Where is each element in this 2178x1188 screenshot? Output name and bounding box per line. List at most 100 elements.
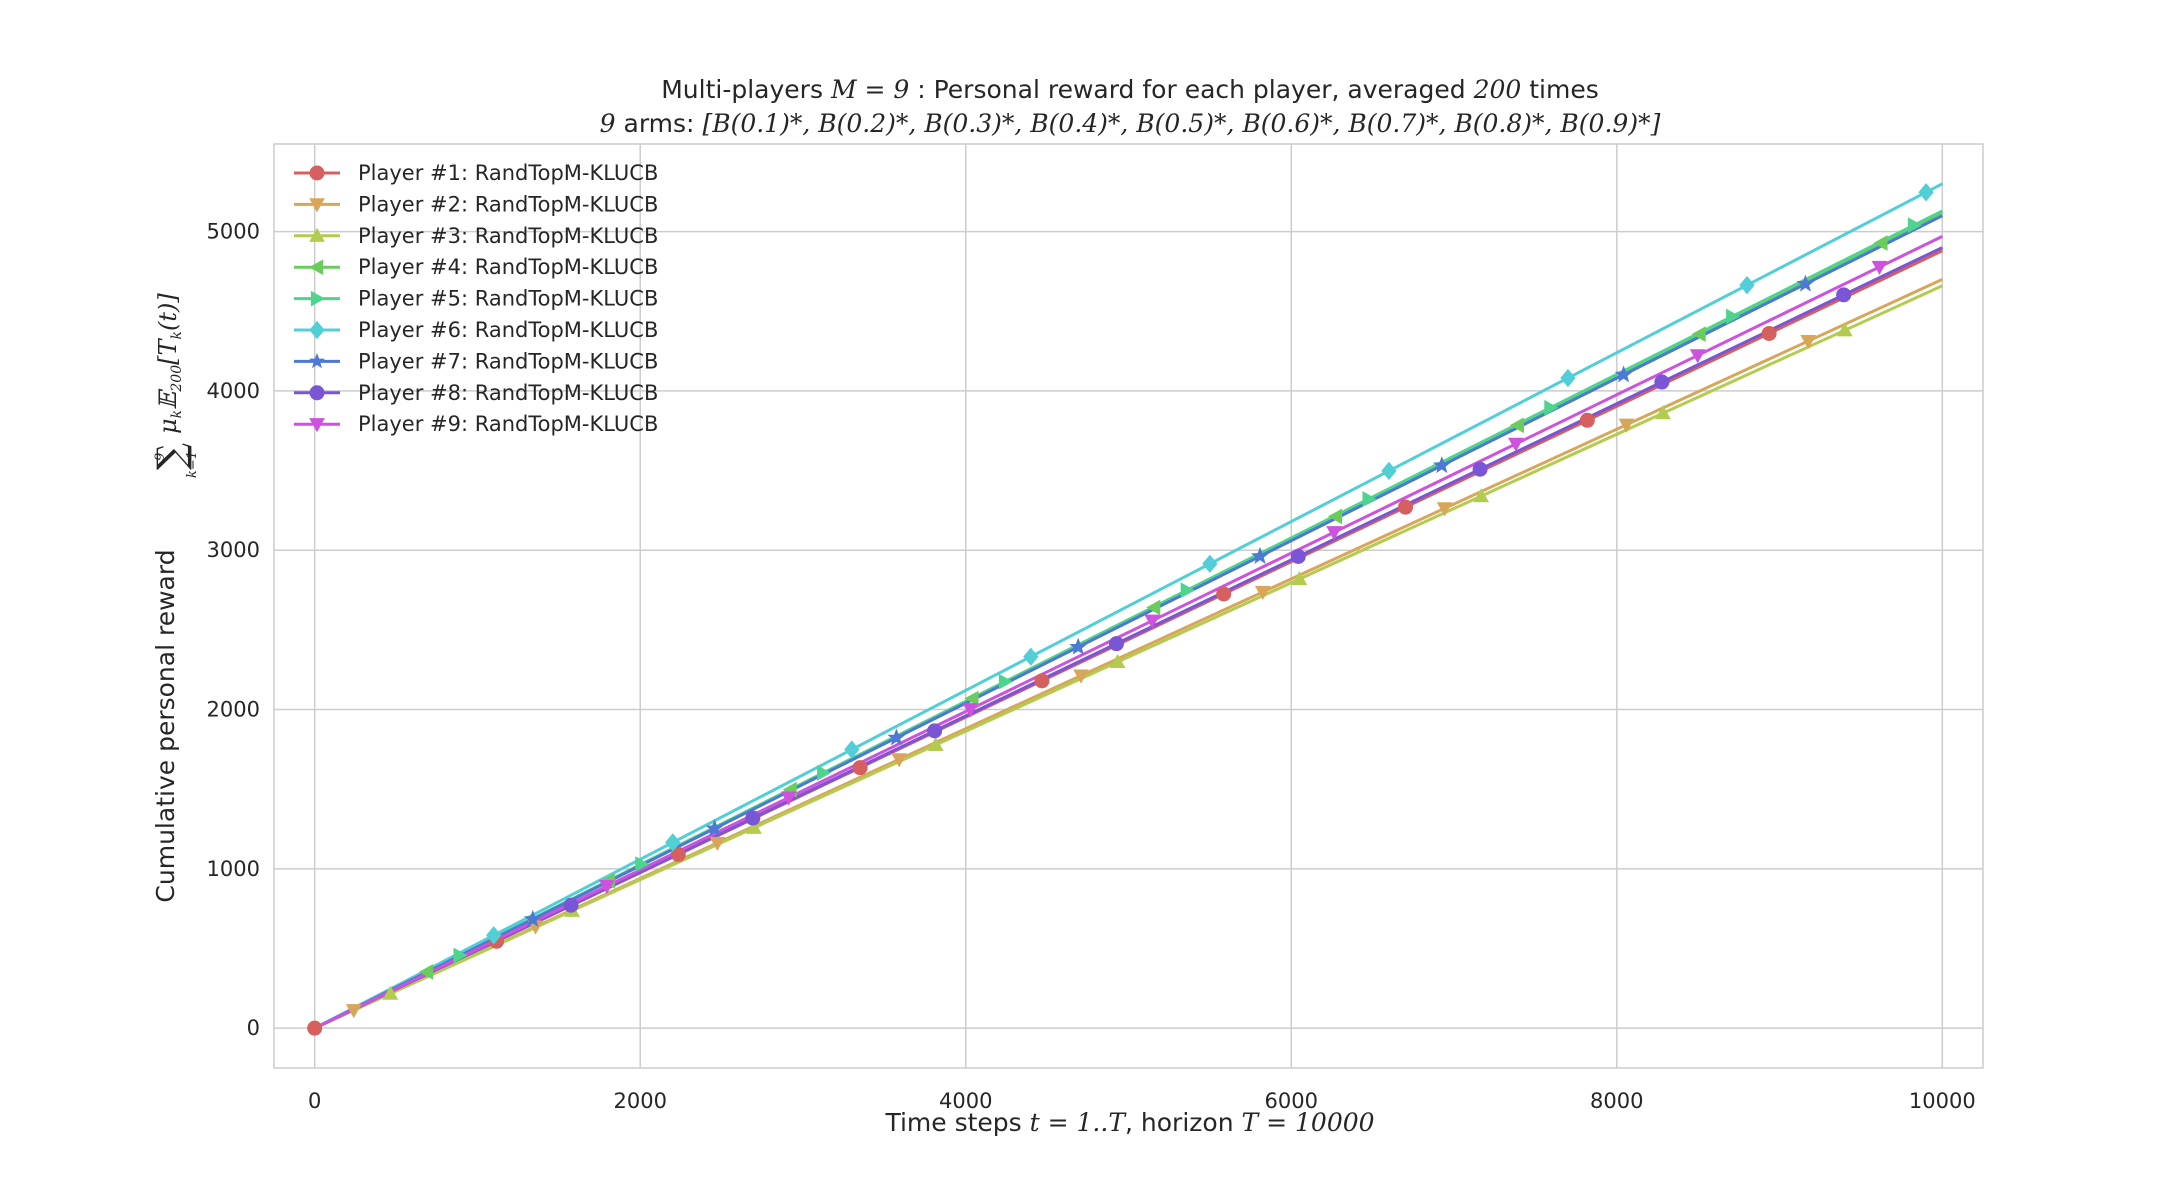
series-marker: [998, 673, 1013, 690]
series-marker: [1691, 326, 1706, 342]
series-marker: [1381, 461, 1397, 481]
series-marker: [310, 290, 326, 307]
series-marker: [1761, 325, 1777, 341]
y-tick-label: 2000: [207, 698, 260, 722]
series-marker: [1202, 554, 1218, 573]
svg-text:Cumulative personal reward: Cumulative personal reward: [151, 549, 180, 902]
legend-label: Player #6: RandTopM-KLUCB: [358, 318, 658, 342]
legend-label: Player #3: RandTopM-KLUCB: [358, 224, 658, 248]
series-marker: [382, 985, 399, 1000]
series-marker: [307, 1020, 323, 1036]
y-tick-label: 0: [247, 1016, 260, 1040]
x-tick-label: 8000: [1590, 1089, 1643, 1113]
series-marker: [1836, 322, 1853, 337]
series-marker: [308, 352, 326, 369]
y-tick-labels: 0 1000 2000 3000 4000 5000: [207, 220, 260, 1041]
series-marker: [1362, 491, 1377, 507]
series-marker: [635, 856, 650, 872]
series-marker: [1327, 508, 1343, 525]
x-axis-label: Time steps t = 1..T, horizon T = 10000: [884, 1108, 1374, 1137]
series-marker: [1618, 418, 1635, 433]
series-marker: [705, 819, 724, 837]
series-line: [313, 182, 1944, 1030]
series-marker: [1432, 456, 1451, 474]
series-line: [314, 246, 1943, 1030]
series-marker: [1146, 599, 1161, 616]
series-marker: [309, 418, 325, 433]
series-marker: [598, 879, 615, 895]
series-marker: [927, 736, 944, 751]
series-marker: [962, 703, 979, 718]
x-tick-label: 6000: [1265, 1089, 1318, 1113]
series-marker: [1689, 349, 1706, 364]
series-marker: [1326, 526, 1342, 541]
series-marker: [852, 760, 868, 776]
series-marker: [1073, 669, 1089, 684]
series-marker: [817, 765, 832, 781]
legend-label: Player #5: RandTopM-KLUCB: [358, 287, 658, 311]
series-marker: [887, 728, 906, 746]
series-marker: [670, 846, 686, 862]
series-marker: [780, 791, 797, 806]
series-marker: [309, 320, 325, 340]
x-tick-label: 2000: [613, 1089, 666, 1113]
legend-label: Player #2: RandTopM-KLUCB: [358, 192, 658, 216]
series-marker: [1254, 585, 1271, 601]
series-marker: [309, 198, 325, 213]
series-marker: [1873, 235, 1888, 251]
legend-label: Player #9: RandTopM-KLUCB: [358, 412, 658, 436]
series-marker: [309, 165, 325, 181]
series-marker: [1836, 287, 1852, 303]
series-marker: [1544, 399, 1559, 416]
series-marker: [1398, 499, 1414, 515]
series-marker: [1069, 637, 1088, 655]
series-marker: [1023, 647, 1039, 666]
series-marker: [665, 833, 681, 852]
series-marker: [1871, 260, 1888, 275]
series-marker: [1108, 636, 1124, 652]
y-tick-label: 4000: [207, 379, 260, 403]
series-marker: [1654, 374, 1670, 390]
series-marker: [709, 836, 726, 851]
series-marker: [308, 259, 324, 276]
svg-text:∑: ∑: [149, 443, 193, 470]
series-line: [314, 284, 1943, 1030]
series-marker: [746, 819, 762, 834]
series-marker: [1180, 582, 1195, 599]
series-marker: [1109, 653, 1126, 669]
series-line: [314, 214, 1943, 1030]
legend-label: Player #1: RandTopM-KLUCB: [358, 161, 658, 185]
series-marker: [1034, 673, 1050, 689]
series-marker: [1473, 488, 1490, 503]
x-tick-label: 4000: [939, 1089, 992, 1113]
series-marker: [418, 964, 434, 980]
series-marker: [523, 909, 542, 927]
series-marker: [1739, 275, 1755, 295]
series-marker: [1655, 405, 1671, 420]
series-marker: [1726, 308, 1741, 325]
series-marker: [745, 810, 761, 826]
x-tick-label: 0: [308, 1089, 321, 1113]
svg-text:9: 9: [153, 453, 168, 461]
series-marker: [1216, 586, 1232, 602]
svg-text:μk𝔼200[Tk(t)]: μk𝔼200[Tk(t)]: [154, 293, 185, 434]
y-axis-label: Cumulative personal reward 9 ∑ k=1 μk𝔼20…: [149, 293, 200, 903]
series-marker: [964, 690, 979, 707]
legend: Player #1: RandTopM-KLUCB Player #2: Rand…: [294, 161, 658, 436]
series-marker: [1579, 412, 1595, 428]
y-tick-label: 3000: [207, 538, 260, 562]
series-marker: [1291, 570, 1308, 586]
y-tick-label: 1000: [207, 857, 260, 881]
series-marker: [1907, 217, 1923, 233]
series-marker: [1800, 335, 1817, 350]
y-tick-label: 5000: [207, 220, 260, 244]
series-marker: [891, 753, 908, 768]
series-marker: [563, 897, 579, 913]
series-marker: [1508, 437, 1524, 452]
svg-text:k=1: k=1: [185, 451, 200, 478]
x-tick-labels: 0 2000 4000 6000 8000 10000: [308, 1089, 1976, 1113]
series-marker: [453, 947, 468, 964]
series-marker: [1251, 546, 1269, 564]
legend-label: Player #8: RandTopM-KLUCB: [358, 381, 658, 405]
